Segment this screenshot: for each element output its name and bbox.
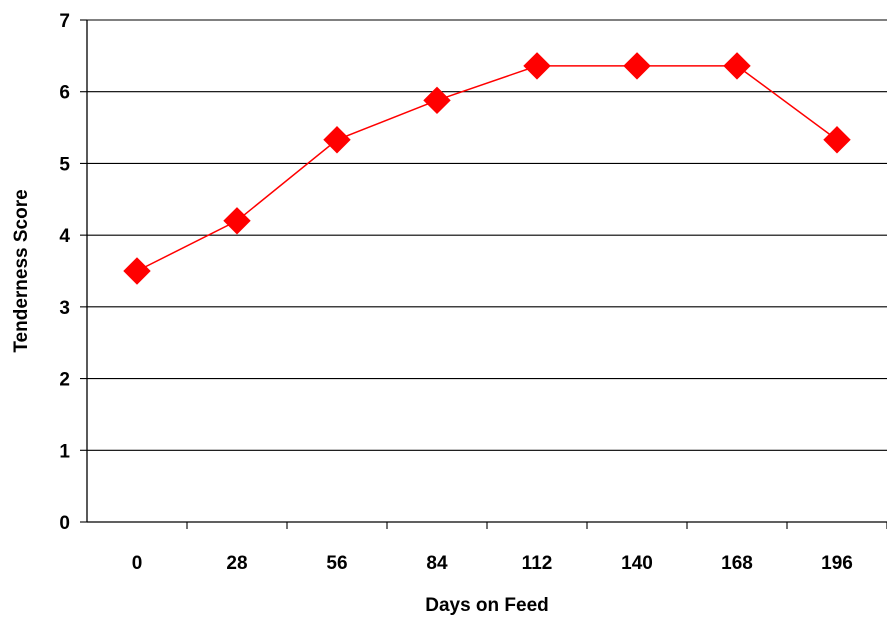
y-tick-label: 7 <box>59 11 70 32</box>
y-tick-label: 4 <box>59 226 70 247</box>
x-tick-label: 84 <box>426 553 448 574</box>
y-axis-title: Tenderness Score <box>11 189 32 352</box>
data-point-marker <box>523 52 551 80</box>
x-tick-label: 140 <box>621 553 653 574</box>
series-line <box>136 65 838 272</box>
x-tick-label: 168 <box>721 553 753 574</box>
data-point-marker <box>323 126 351 154</box>
data-point-marker <box>623 52 651 80</box>
x-tick-label: 196 <box>821 553 853 574</box>
x-tick-label: 28 <box>226 553 247 574</box>
x-tick-label: 112 <box>522 553 553 574</box>
data-point-marker <box>123 257 151 285</box>
data-point-marker <box>423 86 451 115</box>
series-layer <box>123 52 851 285</box>
x-axis-title: Days on Feed <box>425 595 549 616</box>
gridlines <box>87 19 887 451</box>
data-point-marker <box>723 52 751 80</box>
x-axis-ticks: 0 28 56 84 112 140 168 196 <box>132 522 887 574</box>
y-tick-label: 6 <box>59 83 70 104</box>
x-tick-label: 56 <box>326 553 347 574</box>
data-point-marker <box>823 126 851 154</box>
x-tick-label: 0 <box>132 553 143 574</box>
y-axis-ticks: 0 1 2 3 4 5 6 7 <box>59 11 87 534</box>
y-tick-label: 5 <box>59 154 70 175</box>
y-tick-label: 0 <box>59 513 70 534</box>
y-tick-label: 1 <box>59 441 70 462</box>
data-point-marker <box>223 207 251 235</box>
y-tick-label: 2 <box>59 370 70 391</box>
y-tick-label: 3 <box>59 298 70 319</box>
